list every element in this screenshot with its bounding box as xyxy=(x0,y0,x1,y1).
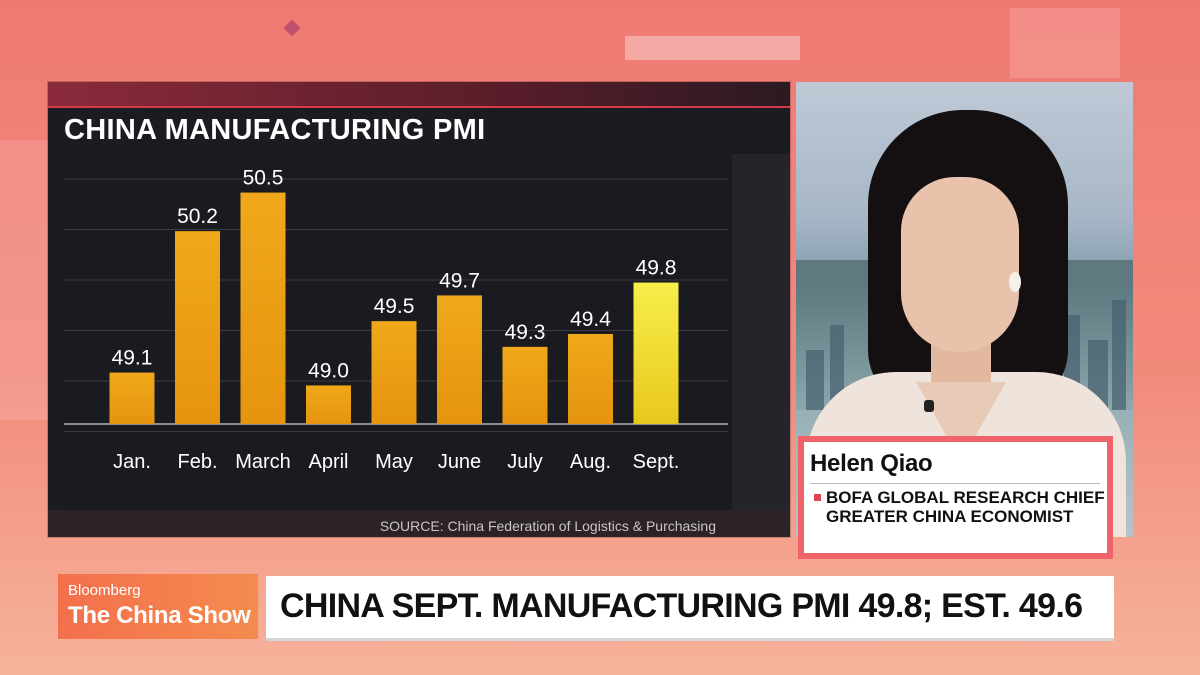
guest-face xyxy=(901,177,1019,352)
background-decoration xyxy=(625,36,800,60)
earring xyxy=(1009,272,1021,292)
chart-header-bar xyxy=(48,82,790,106)
brand-name: Bloomberg xyxy=(68,582,141,599)
bar-march xyxy=(240,192,286,424)
x-tick-label: March xyxy=(235,451,291,473)
data-label: 49.0 xyxy=(308,359,349,382)
background-decoration xyxy=(283,19,301,37)
background-decoration xyxy=(1010,8,1120,78)
bar-may xyxy=(371,321,417,424)
x-tick-label: May xyxy=(375,451,413,473)
chart-footer-bar xyxy=(48,510,790,537)
bar-april xyxy=(306,385,351,424)
bar-feb xyxy=(175,231,220,424)
headline-bar: CHINA SEPT. MANUFACTURING PMI 49.8; EST.… xyxy=(266,576,1114,641)
bar-june xyxy=(437,295,482,424)
data-label: 49.1 xyxy=(112,347,153,370)
bar-jan xyxy=(109,372,155,424)
x-tick-label: June xyxy=(438,451,481,473)
pmi-bar-chart: 49.1 Jan. 50.2 Feb. 50.5 March 49.0 April 49.5 Ma… xyxy=(64,167,728,473)
x-tick-label: Jan. xyxy=(113,451,151,473)
guest-nameplate: Helen Qiao BofA Global Research Chief Gr… xyxy=(798,436,1113,559)
chart-side-strip xyxy=(732,154,790,510)
x-tick-label: Sept. xyxy=(633,451,680,473)
chart-title: CHINA MANUFACTURING PMI xyxy=(64,114,486,146)
x-tick-label: Aug. xyxy=(570,451,611,473)
data-label: 49.5 xyxy=(374,295,415,318)
data-label: 49.7 xyxy=(439,269,480,292)
lapel-mic-icon xyxy=(924,400,934,412)
building xyxy=(806,350,824,410)
bar-july xyxy=(502,346,548,424)
guest-name: Helen Qiao xyxy=(810,450,933,477)
x-tick-label: April xyxy=(308,451,348,473)
x-tick-label: Feb. xyxy=(177,451,217,473)
headline-text: CHINA SEPT. MANUFACTURING PMI 49.8; EST.… xyxy=(280,587,1083,625)
nameplate-inner: Helen Qiao BofA Global Research Chief Gr… xyxy=(804,442,1107,553)
data-label: 49.3 xyxy=(505,321,546,344)
chart-header-rule xyxy=(48,106,790,108)
building xyxy=(830,325,844,410)
nameplate-divider xyxy=(810,483,1100,484)
x-tick-label: July xyxy=(507,451,543,473)
guest-title: BofA Global Research Chief Greater China… xyxy=(826,488,1105,526)
data-label: 50.2 xyxy=(177,205,218,228)
show-name: The China Show xyxy=(68,602,251,629)
background-decoration xyxy=(0,140,48,420)
chart-source: SOURCE: China Federation of Logistics & … xyxy=(379,518,716,534)
building xyxy=(1112,300,1126,410)
data-label: 50.5 xyxy=(243,167,284,190)
chart-panel: CHINA MANUFACTURING PMI 49.1 Jan. 50.2 Feb.… xyxy=(48,82,790,537)
show-logo: Bloomberg The China Show xyxy=(58,574,258,639)
bullet-square-icon xyxy=(814,494,821,501)
data-label: 49.4 xyxy=(570,308,611,331)
bar-sept xyxy=(633,282,679,424)
bar-aug xyxy=(568,334,613,424)
data-label: 49.8 xyxy=(636,257,677,280)
